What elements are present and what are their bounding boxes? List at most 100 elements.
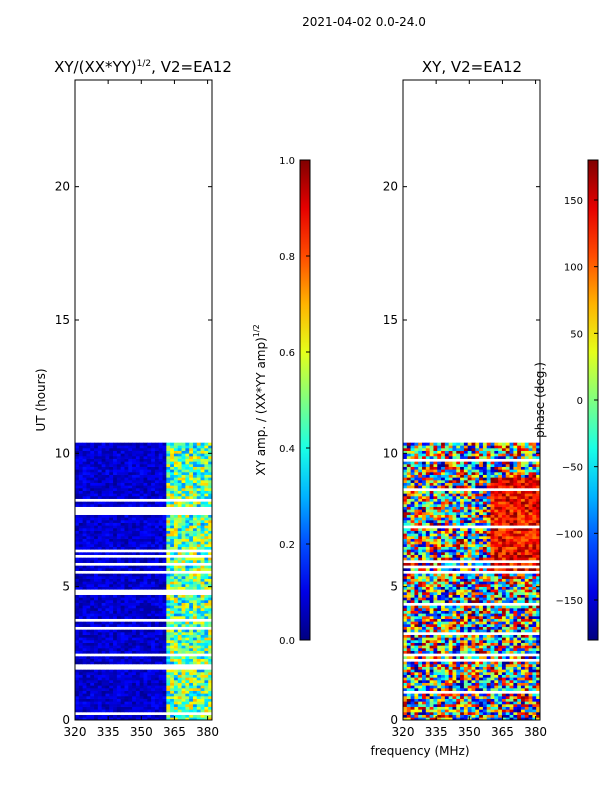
phase-heatmap-cell — [418, 669, 423, 673]
phase-heatmap-cell — [425, 712, 431, 715]
amp-heatmap-cell — [147, 650, 152, 654]
amp-heatmap-cell — [185, 629, 190, 633]
phase-heatmap-cell — [437, 645, 442, 649]
amp-heatmap-cell — [166, 501, 171, 505]
amp-heatmap-cell — [90, 706, 95, 710]
amp-heatmap-cell — [116, 488, 122, 491]
phase-heatmap-cell — [429, 682, 434, 686]
amp-heatmap-cell — [151, 578, 156, 582]
amp-heatmap-cell — [120, 616, 125, 619]
amp-heatmap-cell — [158, 717, 163, 721]
amp-heatmap-cell — [181, 490, 186, 494]
phase-heatmap-cell — [520, 688, 526, 691]
phase-heatmap-cell — [429, 714, 434, 718]
amp-heatmap-cell — [75, 565, 80, 569]
amp-heatmap-cell — [185, 504, 190, 507]
amp-heatmap-cell — [135, 624, 141, 627]
amp-heatmap-cell — [139, 709, 144, 713]
amp-heatmap-cell — [181, 664, 186, 667]
amp-heatmap-cell — [192, 645, 198, 649]
amp-heatmap-cell — [177, 685, 182, 689]
amp-heatmap-cell — [162, 698, 167, 702]
amp-heatmap-cell — [135, 674, 141, 678]
amp-heatmap-cell — [116, 696, 122, 699]
amp-heatmap-cell — [189, 472, 194, 475]
amp-heatmap-cell — [78, 642, 84, 646]
amp-heatmap-cell — [147, 453, 152, 457]
amp-heatmap-cell — [204, 594, 209, 598]
amp-heatmap-cell — [166, 626, 171, 630]
amp-heatmap-cell — [124, 498, 129, 502]
phase-heatmap-cell — [456, 685, 461, 689]
amp-heatmap-cell — [105, 685, 110, 689]
amp-heatmap-cell — [181, 522, 186, 526]
amp-heatmap-cell — [166, 512, 171, 515]
amp-heatmap-cell — [204, 589, 209, 593]
phase-heatmap-cell — [528, 669, 533, 673]
amp-heatmap-cell — [192, 701, 198, 705]
phase-heatmap-cell — [418, 688, 423, 691]
amp-heatmap-cell — [120, 597, 125, 601]
amp-heatmap-cell — [94, 562, 99, 566]
amp-heatmap-cell — [86, 576, 91, 579]
amp-heatmap-cell — [101, 608, 106, 611]
amp-heatmap-cell — [132, 536, 137, 539]
amp-heatmap-cell — [204, 648, 209, 651]
amp-heatmap-cell — [204, 474, 209, 478]
amp-heatmap-cell — [97, 464, 103, 467]
amp-heatmap-cell — [94, 637, 99, 641]
amp-heatmap-cell — [185, 602, 190, 606]
amp-heatmap-cell — [162, 701, 167, 705]
phase-heatmap-cell — [448, 648, 453, 651]
amp-heatmap-cell — [147, 717, 152, 721]
amp-heatmap-cell — [97, 680, 103, 683]
amp-heatmap-cell — [97, 672, 103, 675]
amp-heatmap-cell — [166, 565, 171, 569]
amp-heatmap-cell — [196, 613, 201, 617]
amp-heatmap-cell — [113, 496, 118, 499]
amp-heatmap-cell — [177, 672, 182, 675]
amp-heatmap-cell — [158, 597, 163, 601]
phase-heatmap-cell — [513, 637, 518, 641]
amp-heatmap-cell — [158, 621, 163, 625]
amp-heatmap-cell — [143, 557, 148, 561]
phase-heatmap-cell — [475, 704, 480, 707]
phase-heatmap-cell — [505, 706, 510, 710]
amp-heatmap-cell — [101, 544, 106, 547]
amp-heatmap-cell — [128, 536, 133, 539]
amp-heatmap-cell — [113, 698, 118, 702]
amp-heatmap-cell — [82, 477, 87, 481]
amp-heatmap-cell — [189, 576, 194, 579]
amp-heatmap-cell — [166, 666, 171, 670]
phase-heatmap-cell — [418, 704, 423, 707]
amp-heatmap-cell — [105, 714, 110, 718]
amp-heatmap-cell — [94, 693, 99, 697]
amp-heatmap-cell — [189, 642, 194, 646]
amp-heatmap-cell — [143, 538, 148, 542]
amp-heatmap-cell — [181, 538, 186, 542]
amp-heatmap-cell — [170, 666, 175, 670]
phase-heatmap-cell — [403, 648, 408, 651]
amp-heatmap-cell — [173, 552, 179, 555]
amp-heatmap-cell — [132, 490, 137, 494]
amp-heatmap-cell — [109, 698, 114, 702]
phase-heatmap-cell — [532, 701, 537, 705]
amp-heatmap-cell — [94, 602, 99, 606]
amp-heatmap-cell — [75, 445, 80, 449]
phase-heatmap-cell — [403, 693, 408, 697]
amp-heatmap-cell — [166, 549, 171, 553]
amp-heatmap-cell — [143, 589, 148, 593]
amp-heatmap-cell — [158, 698, 163, 702]
amp-heatmap-cell — [204, 712, 209, 715]
amp-heatmap-cell — [120, 506, 125, 510]
amp-heatmap-cell — [158, 653, 163, 657]
phase-heatmap-cell — [414, 645, 419, 649]
amp-heatmap-cell — [135, 528, 141, 531]
amp-heatmap-cell — [208, 498, 213, 502]
phase-heatmap-cell — [467, 632, 472, 635]
amp-heatmap-cell — [101, 688, 106, 691]
amp-heatmap-cell — [135, 666, 141, 670]
amp-heatmap-cell — [109, 448, 114, 451]
amp-heatmap-cell — [86, 562, 91, 566]
amp-heatmap-cell — [154, 584, 160, 587]
